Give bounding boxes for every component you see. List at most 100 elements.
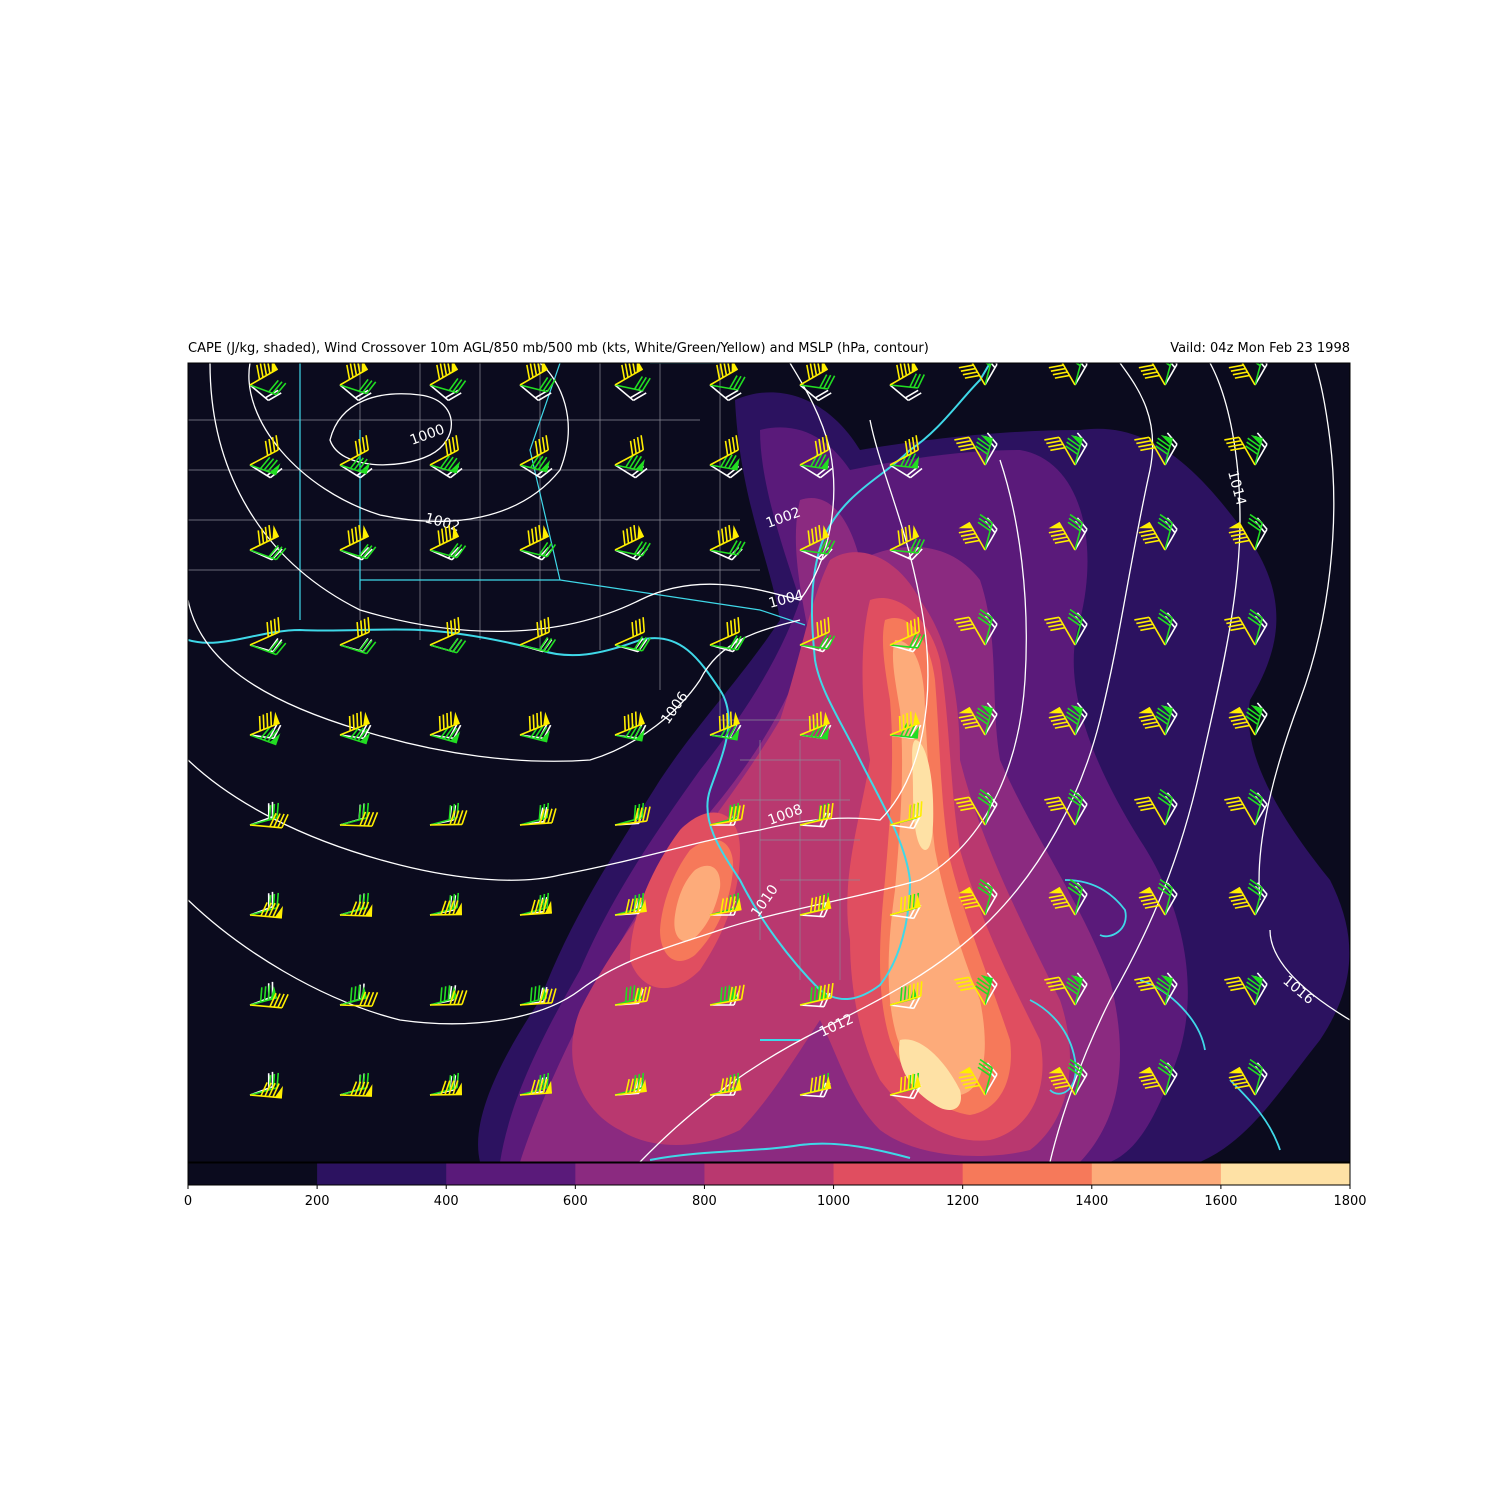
- wind-barb-850mb: [1067, 363, 1084, 386]
- wind-barb-500mb: [249, 435, 280, 466]
- wind-barb-850mb: [1245, 974, 1264, 1006]
- wind-barb-850mb: [1247, 1058, 1264, 1096]
- wind-barb-10m: [889, 384, 922, 402]
- wind-barb-850mb: [249, 802, 280, 826]
- wind-barb-500mb: [958, 1066, 986, 1096]
- colorbar-frame: [187, 1162, 1351, 1186]
- wind-barb-500mb: [709, 804, 745, 826]
- colorbar-tick-label: 600: [563, 1194, 588, 1209]
- wind-barb-500mb: [249, 1082, 283, 1099]
- wind-barb-500mb: [1224, 436, 1256, 466]
- wind-barb-850mb: [519, 1072, 550, 1096]
- wind-barb-500mb: [954, 976, 986, 1006]
- wind-barb-850mb: [1065, 974, 1084, 1006]
- wind-barb-500mb: [799, 802, 834, 826]
- wind-barb-850mb: [339, 726, 371, 745]
- wind-barb-850mb: [429, 377, 467, 394]
- wind-barb-500mb: [1044, 436, 1076, 466]
- isobar-1016: [1258, 363, 1350, 1021]
- wind-barb-850mb: [889, 373, 926, 389]
- wind-barb-500mb: [709, 525, 740, 551]
- wind-barb-850mb: [519, 542, 557, 558]
- cape-colorbar: 0 200 400 600 800 1000 1200 1400 1600 1800: [184, 1162, 1367, 1209]
- colorbar-tick-label: 1200: [946, 1194, 979, 1209]
- wind-barb-850mb: [977, 788, 994, 826]
- wind-barb-500mb: [954, 616, 986, 646]
- wind-barb-850mb: [519, 892, 550, 916]
- wind-barb-10m: [709, 384, 742, 402]
- wind-barb-500mb: [249, 525, 280, 551]
- wind-barb-850mb: [977, 363, 994, 386]
- wind-barb-850mb: [249, 726, 281, 746]
- wind-barb-500mb: [519, 1078, 552, 1096]
- wind-barb-500mb: [519, 808, 557, 826]
- wind-barb-500mb: [519, 711, 550, 736]
- wind-barb-850mb: [977, 608, 994, 646]
- wind-barb-850mb: [1247, 363, 1264, 386]
- wind-barb-850mb: [1247, 878, 1264, 916]
- wind-barb-500mb: [249, 711, 280, 736]
- wind-barb-10m: [984, 363, 998, 386]
- wind-barb-10m: [339, 384, 372, 402]
- wind-barb-500mb: [249, 812, 289, 829]
- wind-barb-850mb: [975, 704, 994, 736]
- cape-1400: [674, 640, 985, 1095]
- colorbar-swatch: [317, 1163, 447, 1185]
- wind-barb-500mb: [1138, 363, 1166, 386]
- wind-barb-500mb: [249, 617, 281, 646]
- wind-barb-500mb: [958, 706, 986, 736]
- wind-barb-10m: [429, 384, 462, 402]
- wind-barb-850mb: [429, 542, 467, 559]
- state-borders: [299, 363, 806, 626]
- wind-barb-10m: [1164, 363, 1178, 386]
- wind-barb-850mb: [249, 639, 287, 656]
- wind-barb-850mb: [339, 543, 377, 560]
- wind-barbs: [249, 363, 1268, 1100]
- wind-barb-500mb: [958, 521, 986, 551]
- wind-barb-500mb: [709, 711, 740, 736]
- wind-barb-500mb: [429, 525, 460, 551]
- colorbar-tick-label: 0: [184, 1194, 192, 1209]
- colorbar-swatch: [1091, 1163, 1222, 1185]
- colorbar-tick-label: 1600: [1204, 1194, 1237, 1209]
- cuba-coastline: [649, 1039, 911, 1161]
- cape-1600: [899, 740, 961, 1110]
- wind-barb-850mb: [1247, 513, 1264, 551]
- wind-barb-500mb: [1228, 363, 1256, 386]
- map-frame: [187, 362, 1351, 1163]
- colorbar-tick-label: 1400: [1075, 1194, 1108, 1209]
- wind-barb-500mb: [1048, 363, 1076, 386]
- wind-barb-500mb: [1044, 616, 1076, 646]
- wind-barb-500mb: [519, 988, 557, 1006]
- wind-barb-500mb: [614, 617, 646, 646]
- wind-barb-500mb: [339, 711, 370, 736]
- wind-barb-500mb: [799, 617, 831, 646]
- wind-barb-850mb: [799, 539, 836, 555]
- wind-barb-500mb: [429, 990, 468, 1006]
- wind-barb-500mb: [799, 1074, 832, 1096]
- colorbar-tick-label: 1800: [1333, 1194, 1366, 1209]
- wind-barb-500mb: [339, 1081, 373, 1097]
- wind-barb-500mb: [614, 1077, 647, 1096]
- map-title: CAPE (J/kg, shaded), Wind Crossover 10m …: [188, 341, 929, 356]
- isobar-1008: [188, 419, 929, 881]
- wind-barb-850mb: [339, 638, 377, 655]
- wind-barb-850mb: [1155, 704, 1174, 736]
- wind-barb-850mb: [1067, 788, 1084, 826]
- wind-barb-850mb: [249, 379, 287, 396]
- wind-barb-850mb: [1157, 513, 1174, 551]
- wind-barb-500mb: [889, 893, 921, 916]
- wind-barb-500mb: [1048, 1066, 1076, 1096]
- wind-barb-500mb: [799, 435, 830, 466]
- wind-barb-500mb: [709, 1076, 742, 1096]
- wind-barb-500mb: [1134, 616, 1166, 646]
- wind-barb-500mb: [339, 811, 379, 827]
- colorbar-swatch: [962, 1163, 1093, 1185]
- wind-barb-500mb: [614, 435, 645, 466]
- wind-barb-500mb: [958, 363, 986, 386]
- wind-barb-500mb: [799, 982, 834, 1006]
- wind-barb-10m: [1254, 363, 1268, 386]
- wind-barb-850mb: [519, 454, 551, 473]
- wind-barb-850mb: [429, 455, 461, 474]
